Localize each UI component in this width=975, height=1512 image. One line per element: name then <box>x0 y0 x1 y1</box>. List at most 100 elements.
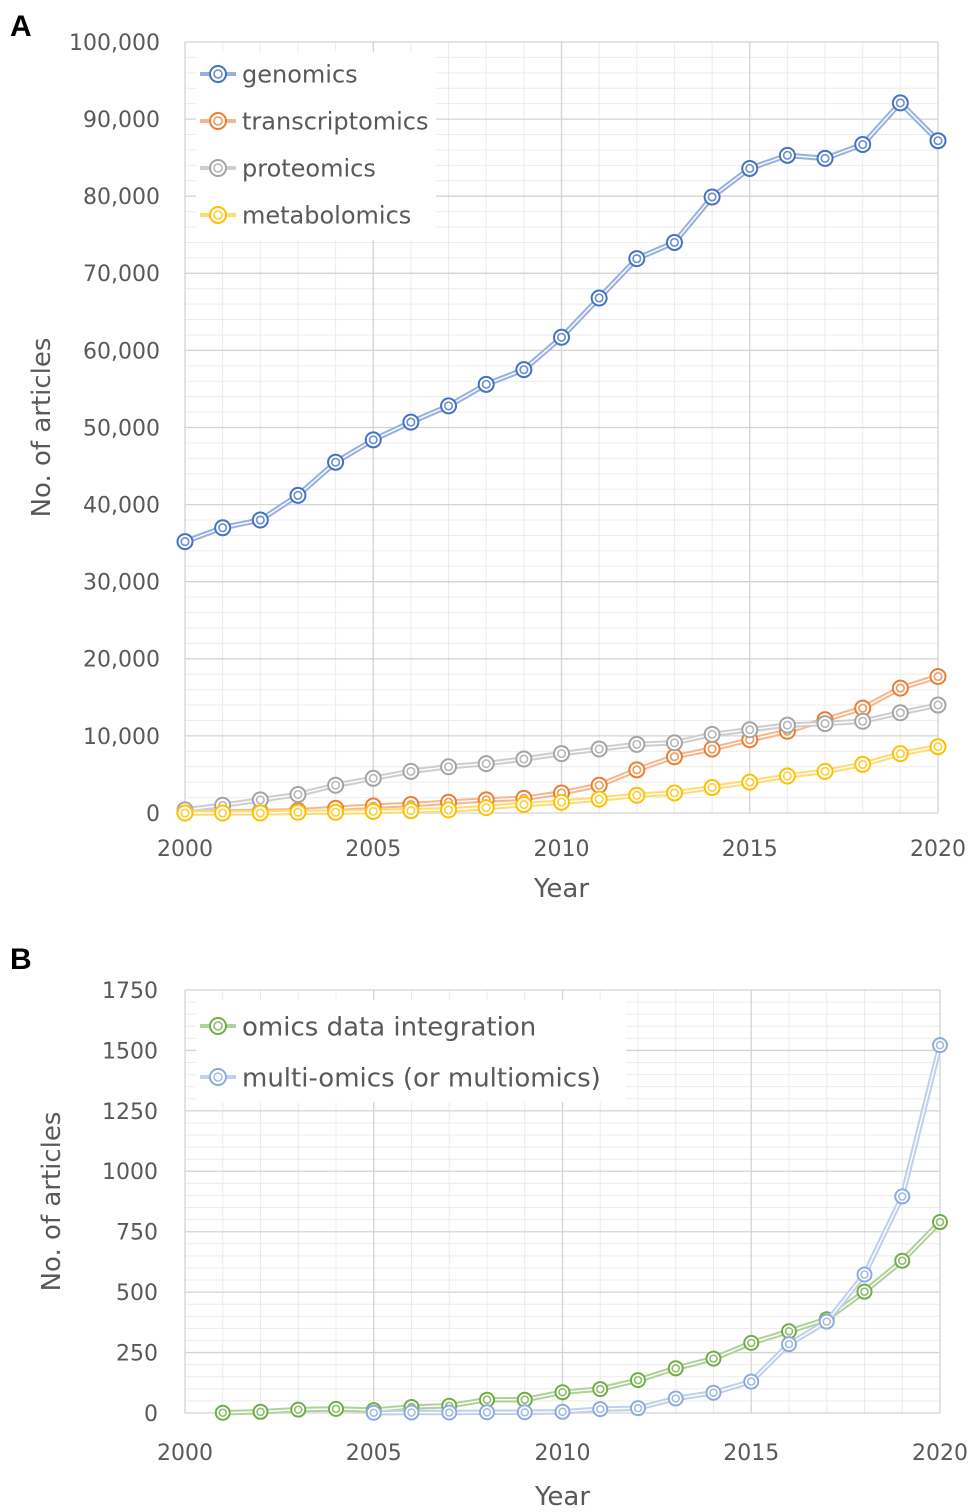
y-tick-label: 0 <box>146 802 160 827</box>
data-point-inner <box>784 1339 794 1349</box>
data-point-inner <box>255 808 265 818</box>
data-point-inner <box>406 766 416 776</box>
chart-b: 0 250 500 750 1000 1250 1500 1750 2000 2005 2010 20… <box>37 979 968 1512</box>
x-axis-title: Year <box>534 1482 590 1512</box>
y-axis-title: No. of articles <box>37 1112 67 1292</box>
data-point-inner <box>858 716 868 726</box>
data-point-inner <box>633 1375 643 1385</box>
y-tick-label: 30,000 <box>83 571 160 596</box>
y-tick-label: 1500 <box>102 1039 158 1064</box>
x-tick-label: 2015 <box>723 1441 779 1466</box>
legend-marker-inner <box>213 163 223 173</box>
data-point-inner <box>669 788 680 798</box>
data-point-inner <box>784 1327 794 1336</box>
data-point-inner <box>895 98 905 108</box>
series-line-inner <box>373 1044 941 1414</box>
series-multi-omics-or-multiomics- <box>365 1037 948 1421</box>
data-point-inner <box>897 1256 907 1266</box>
data-point-inner <box>255 795 265 805</box>
x-axis-title: Year <box>533 874 589 904</box>
y-tick-label: 100,000 <box>69 31 160 56</box>
chart-a: 0 10,000 20,000 30,000 40,000 50,000 60,000 70,… <box>27 31 966 904</box>
data-point-inner <box>858 139 868 150</box>
x-tick-label: 2005 <box>345 837 401 862</box>
data-point-inner <box>820 153 830 163</box>
x-tick-label: 2010 <box>535 1441 591 1466</box>
data-point-inner <box>746 1377 756 1386</box>
data-point-inner <box>256 1407 265 1417</box>
data-point-inner <box>368 806 378 817</box>
data-point-inner <box>218 1408 228 1418</box>
data-point-inner <box>669 237 680 248</box>
data-point-inner <box>860 1270 869 1279</box>
legend-label: proteomics <box>242 155 376 183</box>
data-point-inner <box>632 765 642 775</box>
data-point-inner <box>707 783 717 793</box>
y-tick-label: 10,000 <box>83 725 160 750</box>
y-tick-label: 1000 <box>102 1160 158 1185</box>
data-point-inner <box>858 759 868 769</box>
data-point-inner <box>669 738 680 748</box>
data-point-inner <box>556 797 567 807</box>
data-point-inner <box>895 708 905 718</box>
y-tick-label: 0 <box>144 1402 158 1427</box>
y-tick-label: 40,000 <box>83 494 160 519</box>
data-point-inner <box>519 365 529 375</box>
legend-box <box>196 1000 626 1102</box>
data-point-inner <box>933 136 943 146</box>
data-point-inner <box>331 457 341 467</box>
data-point-inner <box>746 1338 756 1348</box>
data-point-inner <box>895 749 905 759</box>
data-point-inner <box>632 739 642 749</box>
data-point-inner <box>406 806 416 816</box>
legend-marker-inner <box>213 1021 223 1031</box>
data-point-inner <box>595 1404 605 1414</box>
data-point-inner <box>820 719 830 729</box>
data-point-inner <box>331 780 341 790</box>
y-tick-label: 1750 <box>102 979 158 1004</box>
legend-marker-inner <box>213 69 223 79</box>
legend: omics data integration multi-omics (or mu… <box>196 1000 626 1102</box>
legend-label: metabolomics <box>242 202 411 230</box>
x-tick-label: 2000 <box>157 1441 213 1466</box>
data-point-inner <box>745 725 755 735</box>
data-point-inner <box>707 729 717 739</box>
data-point-inner <box>822 1317 832 1326</box>
data-point-inner <box>407 1408 416 1417</box>
data-point-inner <box>331 1404 341 1414</box>
x-tick-label: 2020 <box>910 837 966 862</box>
data-point-inner <box>858 703 868 713</box>
data-point-inner <box>633 1403 643 1413</box>
data-point-inner <box>520 1407 530 1417</box>
data-point-inner <box>443 805 454 815</box>
panel-a-label: A <box>10 10 32 43</box>
y-tick-label: 250 <box>116 1341 158 1366</box>
data-point-inner <box>820 766 830 776</box>
data-point-inner <box>444 1408 454 1417</box>
data-point-inner <box>935 1217 945 1227</box>
data-point-inner <box>556 749 567 759</box>
data-point-inner <box>368 773 378 783</box>
y-tick-label: 1250 <box>102 1100 158 1125</box>
y-tick-label: 70,000 <box>83 262 160 287</box>
data-point-inner <box>933 742 943 752</box>
data-point-inner <box>669 752 680 762</box>
data-point-inner <box>481 803 491 813</box>
legend-label: transcriptomics <box>242 108 429 136</box>
x-tick-label: 2010 <box>534 837 590 862</box>
data-point-inner <box>745 777 755 787</box>
y-tick-label: 750 <box>116 1221 158 1246</box>
data-point-inner <box>782 771 792 781</box>
data-point-inner <box>933 671 943 682</box>
y-tick-label: 500 <box>116 1281 158 1306</box>
data-point-inner <box>293 1405 303 1414</box>
data-point-inner <box>180 537 190 547</box>
data-point-inner <box>594 293 604 303</box>
data-point-inner <box>745 163 755 173</box>
data-point-inner <box>369 1408 379 1418</box>
data-point-inner <box>709 1354 718 1363</box>
data-point-inner <box>293 789 303 800</box>
data-point-inner <box>782 720 792 730</box>
data-point-inner <box>519 754 529 764</box>
